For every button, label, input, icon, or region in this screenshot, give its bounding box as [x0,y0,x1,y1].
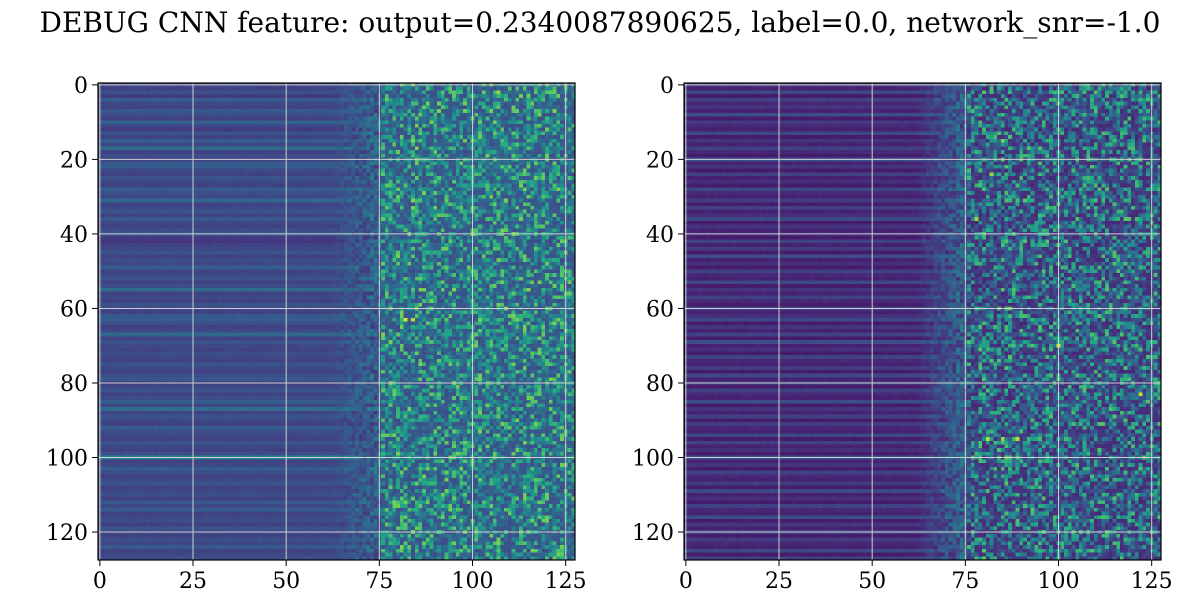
x-tick-label: 50 [272,569,300,594]
x-tick-label: 0 [679,569,693,594]
y-tick-label: 20 [646,148,674,173]
x-tick-label: 50 [858,569,886,594]
x-tick-label: 25 [765,569,793,594]
y-tick-label: 0 [660,74,674,99]
y-tick-label: 60 [60,297,88,322]
y-tick-label: 60 [646,297,674,322]
x-tick-label: 75 [951,569,979,594]
axes-frame [97,82,576,561]
x-tick-label: 100 [1038,569,1080,594]
y-tick-label: 80 [646,372,674,397]
y-tick-label: 40 [646,223,674,248]
y-tick-label: 80 [60,372,88,397]
y-tick-label: 0 [74,74,88,99]
y-tick-label: 100 [46,447,88,472]
x-tick-label: 75 [365,569,393,594]
heatmap-cells [98,83,575,560]
heatmap-panel-right: 0 25 50 75 100 125 0 20 40 60 80 100 120 [632,74,1173,594]
heatmap-cells [684,83,1161,560]
x-tick-label: 25 [179,569,207,594]
x-tick-label: 125 [545,569,587,594]
x-tick-label: 125 [1131,569,1173,594]
heatmap-panel-left: 0 25 50 75 100 125 0 20 40 60 80 100 120 [46,74,587,594]
y-tick-label: 20 [60,148,88,173]
figure-suptitle: DEBUG CNN feature: output=0.234008789062… [39,6,1161,39]
y-tick-label: 40 [60,223,88,248]
y-tick-label: 100 [632,447,674,472]
y-tick-label: 120 [46,521,88,546]
x-tick-label: 0 [93,569,107,594]
x-tick-label: 100 [452,569,494,594]
y-tick-label: 120 [632,521,674,546]
axes-frame [683,82,1162,561]
